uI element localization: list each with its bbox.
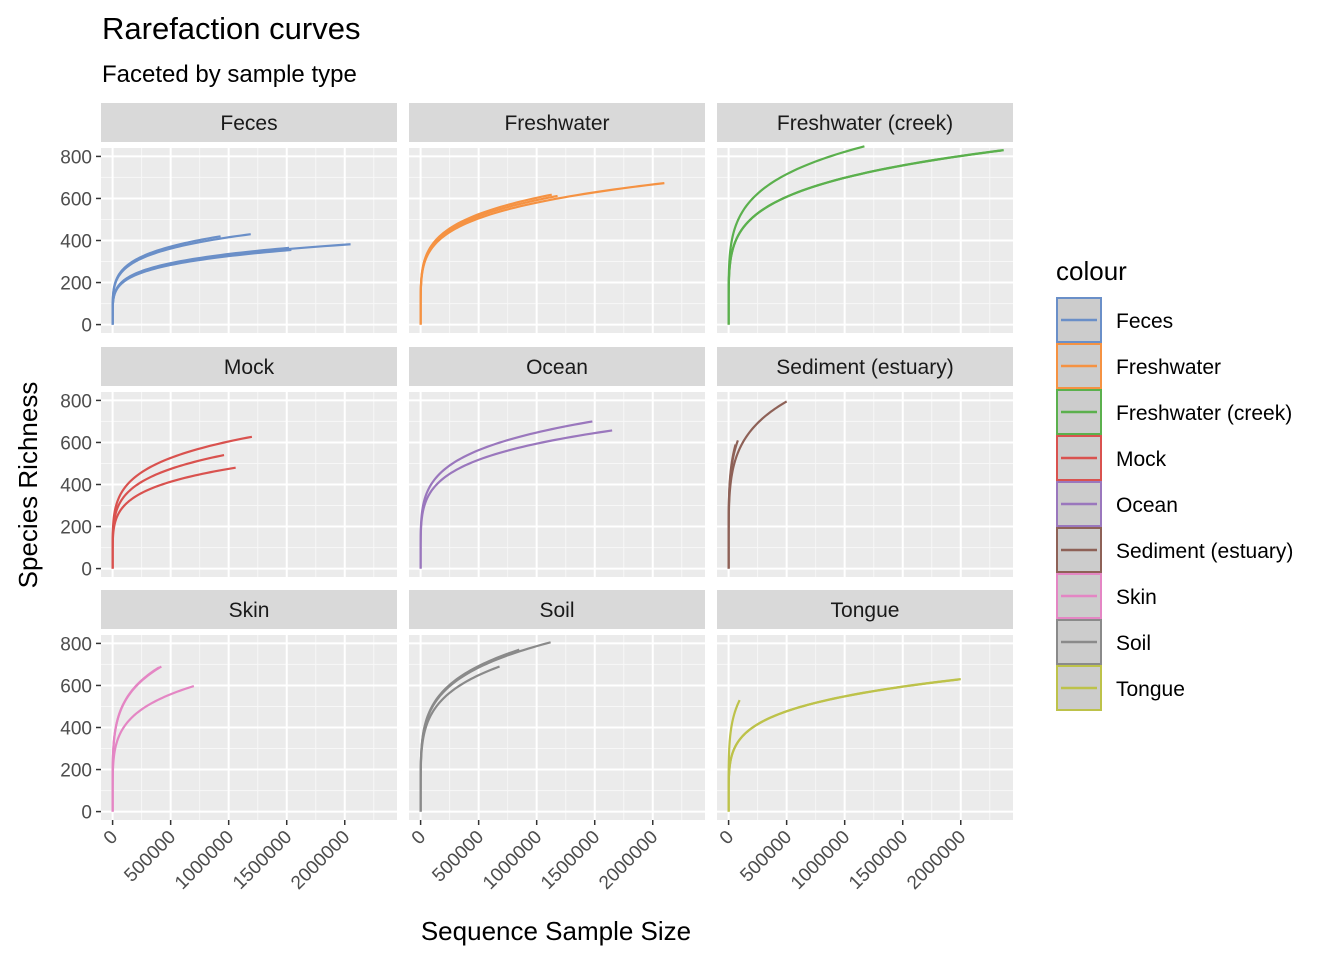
facet-strip-label: Feces <box>220 112 277 135</box>
chart-subtitle: Faceted by sample type <box>102 61 357 88</box>
facet-panel: Freshwater (creek) <box>717 103 1013 333</box>
y-axis-label: Species Richness <box>13 382 43 589</box>
facet-strip-label: Tongue <box>831 599 900 622</box>
rarefaction-curve <box>727 699 741 812</box>
facet-strip <box>409 347 705 386</box>
legend-entry-label: Mock <box>1116 448 1167 471</box>
facet-strip-label: Freshwater <box>504 112 609 135</box>
facet-panel: Freshwater <box>409 103 705 333</box>
facet-strip <box>409 103 705 142</box>
x-tick-label: 1500000 <box>845 827 912 894</box>
y-tick-label: 200 <box>60 274 92 295</box>
rarefaction-curve <box>111 466 236 569</box>
x-tick-label: 500000 <box>120 827 180 887</box>
facet-strip <box>101 103 397 142</box>
y-tick-label: 200 <box>60 761 92 782</box>
rarefaction-curve <box>111 666 160 812</box>
y-tick-label: 0 <box>81 560 92 581</box>
legend-entry-label: Skin <box>1116 586 1157 609</box>
x-tick-label: 1000000 <box>479 827 546 894</box>
facet-strip-label: Ocean <box>526 356 588 379</box>
legend-entry-label: Sediment (estuary) <box>1116 540 1293 563</box>
x-tick-label: 2000000 <box>903 827 970 894</box>
y-tick-label: 600 <box>60 189 92 210</box>
x-tick-label: 0 <box>100 827 122 849</box>
y-tick-label: 800 <box>60 147 92 168</box>
legend-entry-label: Feces <box>1116 310 1173 333</box>
facet-strip-label: Skin <box>229 599 270 622</box>
facet-strip-label: Sediment (estuary) <box>776 356 953 379</box>
facet-strip <box>101 590 397 629</box>
rarefaction-curve <box>727 678 959 812</box>
chart-title: Rarefaction curves <box>102 11 360 46</box>
facet-panel: Skin020040060080005000001000000150000020… <box>60 590 397 894</box>
x-tick-label: 1500000 <box>537 827 604 894</box>
y-tick-label: 800 <box>60 391 92 412</box>
facet-strip <box>717 103 1013 142</box>
facet-panel: Ocean <box>409 347 705 577</box>
facet-strip <box>101 347 397 386</box>
y-tick-label: 0 <box>81 316 92 337</box>
rarefaction-curve <box>111 243 351 325</box>
y-tick-label: 600 <box>60 433 92 454</box>
x-tick-label: 1500000 <box>229 827 296 894</box>
x-tick-label: 2000000 <box>595 827 662 894</box>
facet-panel: Mock 0 200 400 600 800 <box>60 347 397 581</box>
y-tick-label: 0 <box>81 803 92 824</box>
rarefaction-curve <box>727 444 737 569</box>
x-tick-label: 1000000 <box>171 827 238 894</box>
y-tick-label: 400 <box>60 476 92 497</box>
legend-entry-label: Freshwater (creek) <box>1116 402 1292 425</box>
x-tick-label: 0 <box>716 827 738 849</box>
facet-panel: Feces 0 200 400 600 800 <box>60 103 397 337</box>
rarefaction-curve <box>111 233 251 325</box>
facet-strip <box>717 590 1013 629</box>
facet-strip <box>717 347 1013 386</box>
facet-grid: Feces 0 200 400 600 800 Freshwater Freshwater (… <box>60 103 1013 894</box>
facet-strip-label: Soil <box>539 599 574 622</box>
legend-entry-label: Tongue <box>1116 678 1185 701</box>
rarefaction-curve <box>419 429 613 569</box>
facet-strip-label: Freshwater (creek) <box>777 112 953 135</box>
x-tick-label: 500000 <box>428 827 488 887</box>
x-axis-label: Sequence Sample Size <box>421 916 691 946</box>
rarefaction-curve <box>419 182 665 325</box>
x-tick-label: 500000 <box>736 827 796 887</box>
rarefaction-curve <box>111 435 253 569</box>
legend-entry-label: Freshwater <box>1116 356 1221 379</box>
legend-entry-label: Ocean <box>1116 494 1178 517</box>
y-tick-label: 200 <box>60 518 92 539</box>
rarefaction-curve <box>419 665 500 812</box>
legend-entry-label: Soil <box>1116 632 1151 655</box>
facet-strip <box>409 590 705 629</box>
rarefaction-curve <box>111 685 195 812</box>
rarefaction-curve <box>419 420 593 569</box>
y-tick-label: 400 <box>60 232 92 253</box>
rarefaction-curve <box>727 149 1002 325</box>
legend: colour Feces Freshwater Freshwater (creek)… <box>1056 256 1293 711</box>
x-tick-label: 2000000 <box>287 827 354 894</box>
facet-strip-label: Mock <box>224 356 275 379</box>
x-tick-label: 0 <box>408 827 430 849</box>
y-tick-label: 600 <box>60 676 92 697</box>
x-tick-label: 1000000 <box>787 827 854 894</box>
rarefaction-curve <box>111 453 225 569</box>
facet-panel: Sediment (estuary) <box>717 347 1013 577</box>
rarefaction-curve <box>727 145 865 325</box>
y-tick-label: 400 <box>60 719 92 740</box>
y-tick-label: 800 <box>60 634 92 655</box>
legend-title: colour <box>1056 256 1127 286</box>
